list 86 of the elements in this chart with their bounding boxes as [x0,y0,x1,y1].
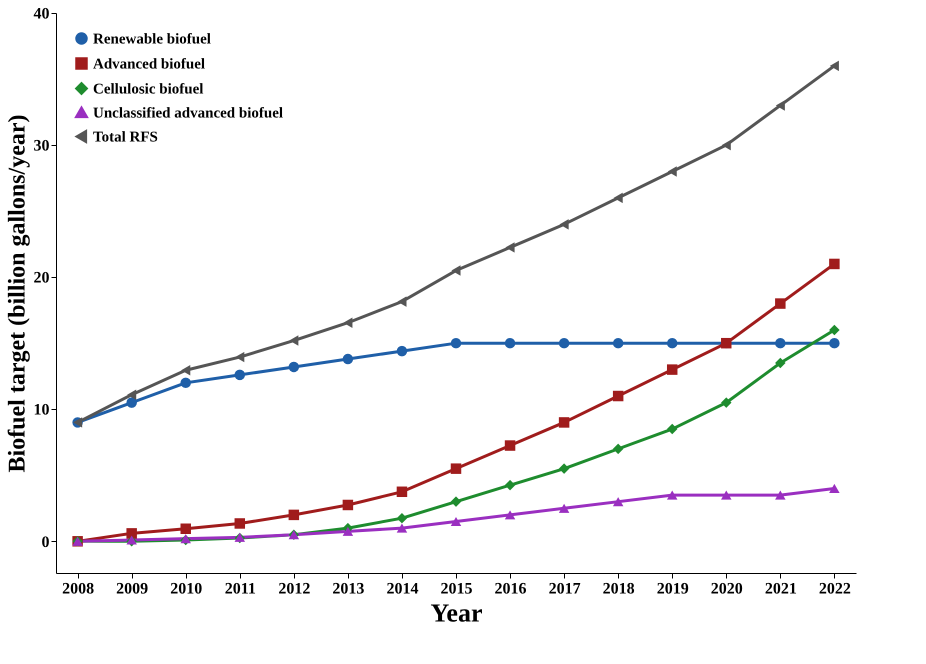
point [666,490,678,500]
x-axis-title: Year [430,598,482,628]
y-tick-label: 0 [42,534,50,551]
point [830,60,839,72]
point [612,444,624,454]
point [396,486,408,498]
point [506,242,515,253]
point [666,338,678,348]
x-tick-label: 2009 [116,580,148,598]
point [180,524,191,534]
point [612,497,624,506]
point [666,424,678,434]
x-tick-label: 2020 [710,580,743,598]
legend-label: Unclassified advanced biofuel [93,106,284,122]
point [558,417,570,428]
point [397,296,406,307]
point [721,490,732,500]
point [342,500,354,510]
point [829,324,840,336]
point [614,192,623,204]
x-tick-label: 2010 [170,580,202,598]
x-tick-label: 2021 [764,580,797,598]
y-axis-title: Biofuel target (billion gallons/year) [4,114,30,472]
point [829,258,840,270]
point [396,512,408,524]
point [775,298,786,309]
point [504,510,516,520]
x-tick-label: 2022 [818,580,851,598]
point [775,338,786,348]
point [666,364,678,375]
point [181,365,190,376]
point [180,378,191,388]
point [450,496,462,507]
point [127,389,136,400]
point [504,338,516,348]
point [721,397,732,408]
x-tick-label: 2014 [386,580,418,598]
legend-label: Renewable biofuel [93,32,211,48]
x-tick-label: 2011 [224,580,256,598]
y-tick-label: 30 [34,138,50,155]
point [612,390,624,402]
legend-label: Total RFS [93,130,158,146]
point [234,518,246,529]
point [776,100,785,111]
point [342,526,354,536]
point [504,440,516,451]
legend-label: Cellulosic biofuel [93,82,204,98]
point [126,528,137,539]
x-tick-label: 2013 [332,580,364,598]
point [450,516,462,526]
point [343,317,352,328]
x-tick-label: 2016 [494,580,527,598]
point [504,480,516,490]
x-tick-label: 2017 [548,580,581,598]
y-tick-label: 40 [34,6,50,22]
point [450,338,462,348]
point [396,346,408,356]
x-tick-label: 2008 [62,580,94,598]
point [829,484,840,494]
point [722,140,731,150]
point [451,265,461,276]
point [560,219,569,230]
point [126,397,137,408]
point [235,352,244,362]
y-tick-label: 20 [34,270,50,287]
point [288,362,300,372]
point [829,338,840,348]
x-tick-label: 2019 [656,580,689,598]
point [558,463,570,474]
point [612,338,624,348]
point [558,338,570,348]
point [775,490,786,500]
point [668,166,677,177]
legend-label: Advanced biofuel [93,56,206,72]
point [342,354,354,364]
point [775,358,786,368]
x-tick-label: 2015 [440,580,472,598]
y-tick-label: 10 [34,402,50,419]
point [396,524,408,533]
point [234,370,246,380]
point [450,463,462,474]
x-tick-label: 2012 [278,580,310,598]
x-tick-label: 2018 [602,580,635,598]
point [289,335,298,346]
point [288,510,300,520]
point [558,504,570,513]
